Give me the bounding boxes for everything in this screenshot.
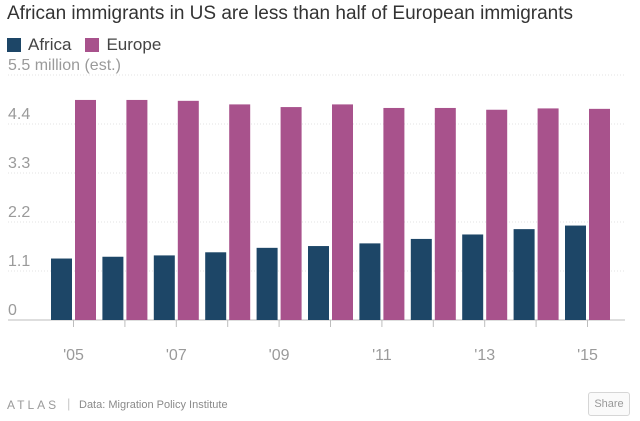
bar-africa (462, 234, 484, 320)
legend-label-europe: Europe (106, 35, 162, 54)
bar-europe (589, 108, 610, 320)
bar-europe (434, 107, 456, 320)
bar-europe (229, 104, 251, 321)
bar-africa (153, 255, 175, 320)
bar-africa (308, 246, 329, 320)
x-tick-label: '09 (269, 347, 290, 364)
y-tick-label: 4.4 (8, 106, 30, 123)
bar-africa (359, 243, 381, 320)
bar-europe (383, 107, 405, 320)
source-label: Data: (79, 399, 106, 411)
footer: ATLAS | Data: Migration Policy Institute… (0, 388, 640, 421)
bar-europe (75, 99, 96, 320)
y-tick-label: 0 (8, 302, 17, 319)
legend-swatch-europe (85, 38, 100, 52)
bar-europe (332, 104, 353, 321)
x-tick-label: '07 (166, 347, 187, 364)
share-button[interactable]: Share (588, 392, 630, 416)
bar-africa (565, 225, 586, 320)
bar-europe (126, 99, 148, 320)
bar-africa (205, 252, 227, 320)
atlas-logo[interactable]: ATLAS (7, 398, 60, 412)
y-axis-label: 5.5 million (est.) (8, 57, 121, 74)
y-tick-label: 1.1 (8, 253, 30, 270)
bar-africa (51, 258, 72, 320)
y-tick-label: 3.3 (8, 155, 30, 172)
legend-swatch-africa (7, 38, 21, 52)
x-tick-label: '13 (474, 347, 495, 364)
legend: Africa Europe (7, 35, 175, 55)
x-tick-label: '11 (372, 347, 392, 364)
chart-title: African immigrants in US are less than h… (7, 3, 574, 24)
bar-africa (256, 247, 278, 320)
bar-chart: 0 1.1 2.2 3.3 4.4 5.5 million (est.) '05 '07 '09… (8, 57, 625, 364)
legend-item-africa: Africa (7, 35, 71, 55)
x-tick-label: '05 (63, 347, 84, 364)
bar-europe (177, 100, 199, 320)
bar-africa (513, 229, 535, 320)
bar-europe (280, 107, 302, 320)
bar-africa (102, 256, 124, 320)
legend-label-africa: Africa (28, 35, 72, 54)
bar-europe (537, 108, 559, 320)
source-name: Migration Policy Institute (108, 399, 228, 411)
bar-africa (410, 238, 432, 320)
y-tick-label: 2.2 (8, 204, 30, 221)
data-source: Data: Migration Policy Institute (79, 399, 228, 411)
bar-europe (486, 109, 508, 320)
legend-item-europe: Europe (85, 35, 161, 55)
footer-divider: | (67, 396, 71, 411)
x-tick-label: '15 (577, 347, 598, 364)
